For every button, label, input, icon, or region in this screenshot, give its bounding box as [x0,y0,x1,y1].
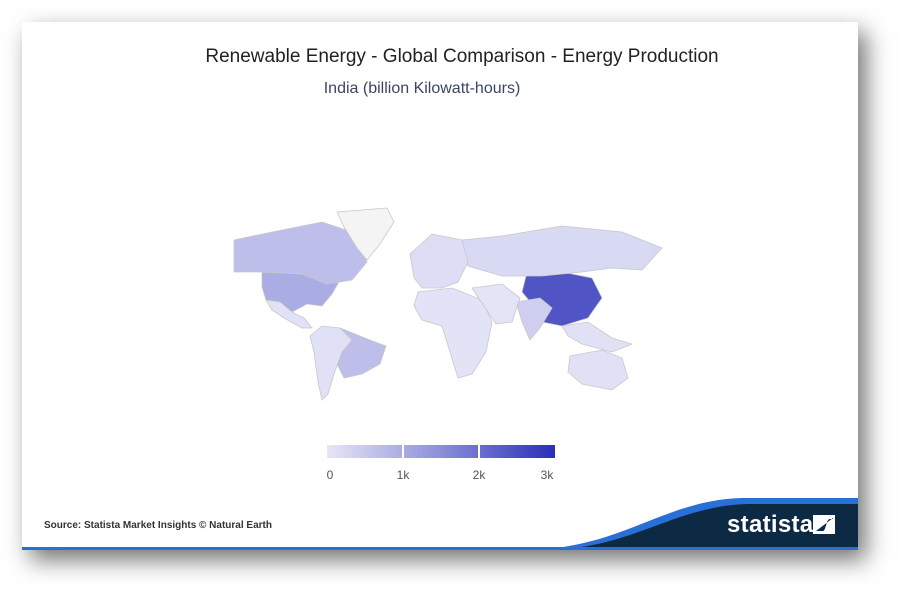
country-middle-east[interactable] [471,283,521,325]
country-canada[interactable] [233,221,368,285]
legend-separator [402,445,404,458]
chart-subtitle: India (billion Kilowatt-hours) [323,80,521,97]
chart-title: Renewable Energy - Global Comparison - E… [205,46,719,67]
country-india[interactable] [515,297,553,341]
legend-separator [478,445,480,458]
country-south-america-other[interactable] [309,325,353,401]
country-mexico[interactable] [265,299,313,329]
country-europe[interactable] [409,233,469,289]
legend-tick: 3k [540,468,554,482]
brand-wave [22,498,858,550]
legend-tick: 2k [472,468,486,482]
statista-logo-mark [813,515,835,534]
chart-card: Renewable Energy - Global Comparison - E… [22,22,858,550]
world-map [233,207,663,401]
color-legend-bar [327,445,555,458]
legend-tick: 1k [396,468,410,482]
country-greenland[interactable] [336,207,395,261]
source-note: Source: Statista Market Insights © Natur… [44,520,272,531]
country-africa[interactable] [413,287,493,379]
legend-tick: 0 [326,468,334,482]
country-russia[interactable] [461,225,663,277]
country-australia[interactable] [567,349,629,391]
statista-logo: statista [727,511,814,538]
country-southeast-asia[interactable] [561,321,634,353]
